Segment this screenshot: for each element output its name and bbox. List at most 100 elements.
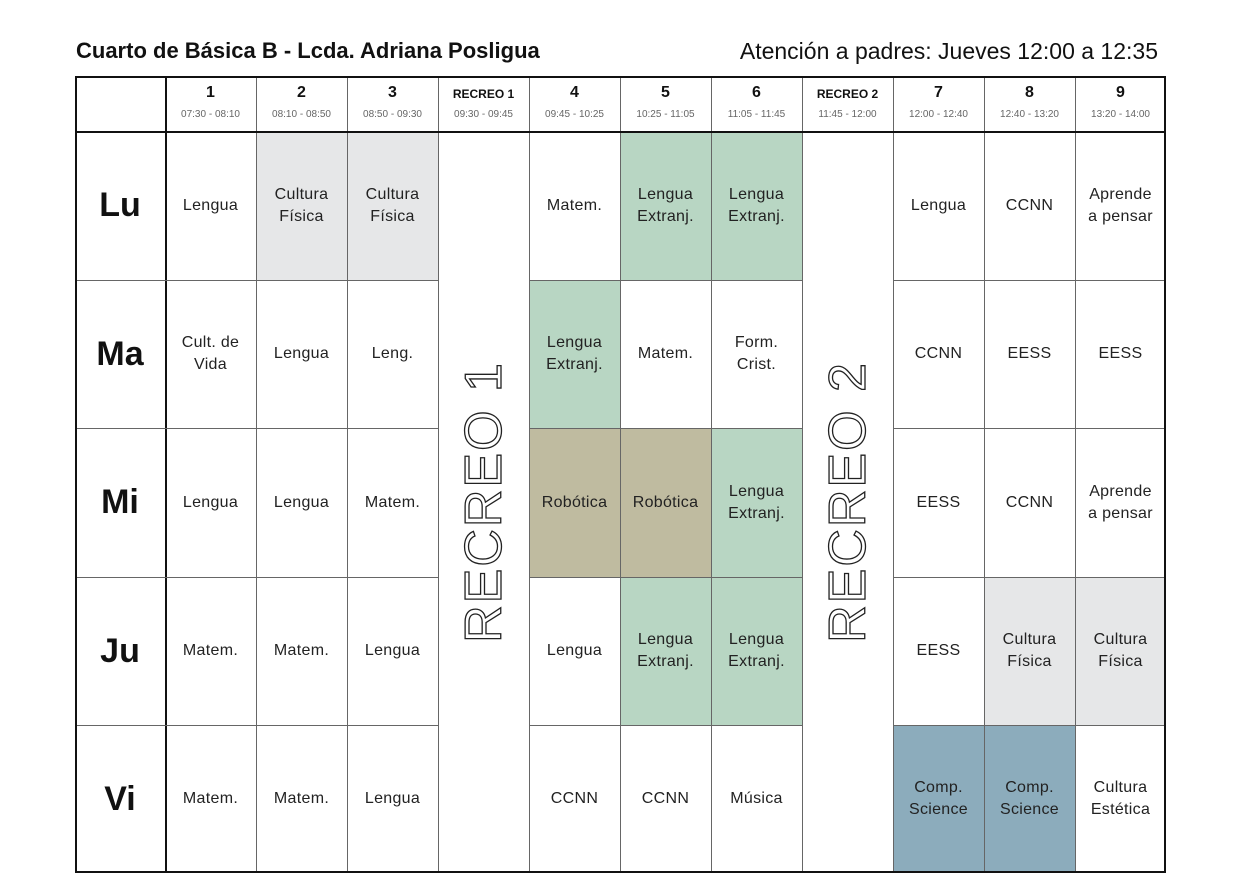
page-title: Cuarto de Básica B - Lcda. Adriana Posli… [76, 38, 540, 63]
row-divider [529, 280, 802, 281]
row-divider [75, 577, 438, 578]
period-number: 8 [1025, 84, 1034, 101]
period-time: 07:30 - 08:10 [181, 109, 240, 120]
schedule-cell: Comp. Science [893, 725, 984, 873]
period-time: 11:05 - 11:45 [727, 109, 786, 120]
schedule-cell: CCNN [893, 280, 984, 428]
column-divider [529, 76, 530, 873]
period-header: 2 08:10 - 08:50 [256, 76, 347, 131]
row-divider [893, 428, 1166, 429]
period-number: 9 [1116, 84, 1125, 101]
schedule-cell: Matem. [165, 577, 256, 725]
day-label: Vi [104, 779, 136, 818]
period-time: 12:40 - 13:20 [1000, 109, 1059, 120]
period-time: 09:45 - 10:25 [545, 109, 604, 120]
schedule-cell: Lengua [256, 280, 347, 428]
schedule-cell: Lengua Extranj. [620, 577, 711, 725]
schedule-cell: Lengua [165, 131, 256, 280]
schedule-cell: Lengua [529, 577, 620, 725]
schedule-cell: Robótica [620, 428, 711, 577]
period-time: 11:45 - 12:00 [818, 109, 877, 120]
schedule-cell: EESS [984, 280, 1075, 428]
schedule-cell: Matem. [165, 725, 256, 873]
schedule-cell: Matem. [256, 577, 347, 725]
row-divider [75, 280, 438, 281]
period-time: 12:00 - 12:40 [909, 109, 968, 120]
row-divider [893, 725, 1166, 726]
schedule-cell: Lengua [347, 577, 438, 725]
period-number: 6 [752, 84, 761, 101]
period-header: RECREO 2 11:45 - 12:00 [802, 76, 893, 131]
row-divider [75, 428, 438, 429]
break-column: RECREO 1 [438, 131, 529, 873]
schedule-cell: Cultura Física [256, 131, 347, 280]
schedule-cell: Cultura Física [984, 577, 1075, 725]
schedule-cell: Form. Crist. [711, 280, 802, 428]
column-divider [802, 76, 803, 873]
period-header: 5 10:25 - 11:05 [620, 76, 711, 131]
column-divider [620, 76, 621, 873]
period-time: 08:10 - 08:50 [272, 109, 331, 120]
schedule-table: Lu Lengua Cultura Física Cultura Física Mate… [75, 76, 1166, 873]
day-label: Lu [99, 186, 141, 224]
schedule-cell: CCNN [984, 131, 1075, 280]
schedule-cell: EESS [893, 577, 984, 725]
schedule-cell: Matem. [256, 725, 347, 873]
row-divider [75, 131, 1166, 133]
row-divider [893, 577, 1166, 578]
schedule-cell: Lengua [893, 131, 984, 280]
schedule-cell: Matem. [529, 131, 620, 280]
schedule-cell: Cultura Estética [1075, 725, 1166, 873]
period-number: 2 [297, 84, 306, 101]
schedule-cell: Aprende a pensar [1075, 131, 1166, 280]
schedule-cell: Lengua Extranj. [529, 280, 620, 428]
column-divider [711, 76, 712, 873]
schedule-cell: Comp. Science [984, 725, 1075, 873]
column-divider [165, 76, 167, 873]
period-header: 8 12:40 - 13:20 [984, 76, 1075, 131]
row-divider [529, 428, 802, 429]
schedule-cell: Aprende a pensar [1075, 428, 1166, 577]
row-divider [893, 280, 1166, 281]
period-header: 7 12:00 - 12:40 [893, 76, 984, 131]
schedule-cell: Lengua Extranj. [711, 428, 802, 577]
schedule-cell: Matem. [347, 428, 438, 577]
column-divider [893, 76, 894, 873]
period-header: 6 11:05 - 11:45 [711, 76, 802, 131]
schedule-cell: EESS [893, 428, 984, 577]
schedule-cell: Música [711, 725, 802, 873]
row-divider [529, 577, 802, 578]
row-divider [529, 725, 802, 726]
period-number: 4 [570, 84, 579, 101]
period-number: RECREO 2 [816, 87, 879, 101]
schedule-cell: CCNN [984, 428, 1075, 577]
column-divider [984, 76, 985, 873]
column-divider [1075, 76, 1076, 873]
column-divider [438, 76, 439, 873]
schedule-cell: Lengua Extranj. [620, 131, 711, 280]
schedule-cell: CCNN [620, 725, 711, 873]
schedule-cell: Leng. [347, 280, 438, 428]
day-label: Ju [100, 631, 140, 670]
schedule-cell: EESS [1075, 280, 1166, 428]
schedule-cell: Robótica [529, 428, 620, 577]
column-divider [256, 76, 257, 873]
period-number: 7 [934, 84, 943, 101]
day-label: Ma [96, 334, 144, 373]
schedule-cell: Lengua [256, 428, 347, 577]
schedule-cell: Lengua [165, 428, 256, 577]
period-header: 9 13:20 - 14:00 [1075, 76, 1166, 131]
parent-attention-hours: Atención a padres: Jueves 12:00 a 12:35 [739, 38, 1158, 64]
period-header: 4 09:45 - 10:25 [529, 76, 620, 131]
period-time: 09:30 - 09:45 [454, 109, 513, 120]
period-time: 08:50 - 09:30 [363, 109, 422, 120]
period-number: RECREO 1 [452, 87, 515, 101]
period-number: 5 [661, 84, 670, 101]
day-label: Mi [101, 483, 139, 521]
row-divider [75, 725, 438, 726]
period-time: 13:20 - 14:00 [1091, 109, 1150, 120]
schedule-cell: Lengua [347, 725, 438, 873]
schedule-cell: Lengua Extranj. [711, 577, 802, 725]
break-label: RECREO 2 [818, 360, 877, 643]
schedule-cell: Cult. de Vida [165, 280, 256, 428]
